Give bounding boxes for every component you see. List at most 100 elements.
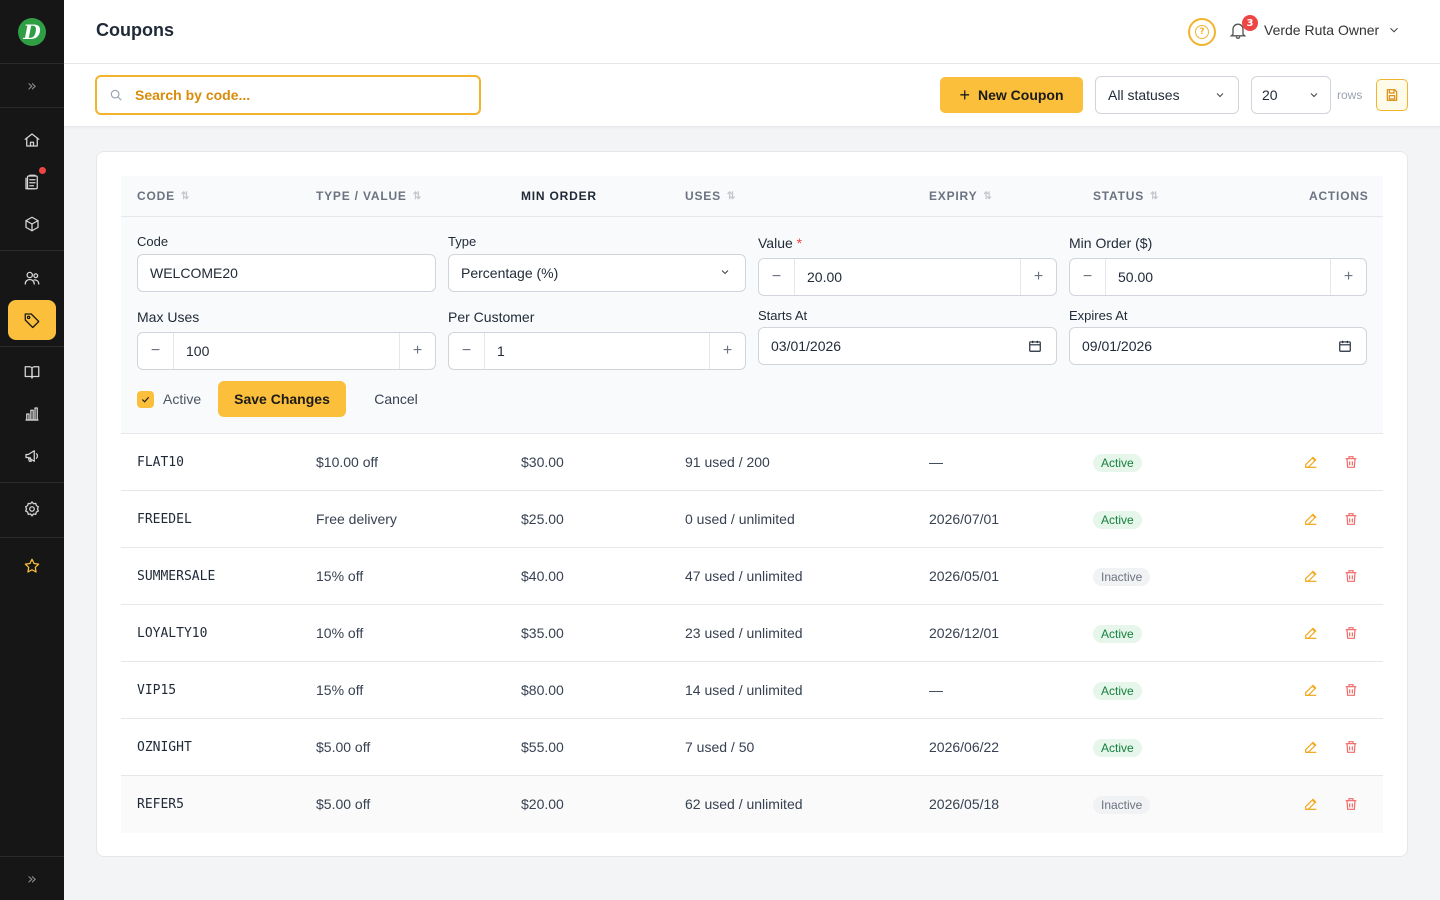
value-decrement-button[interactable]: − (759, 259, 795, 295)
column-header-expiry[interactable]: EXPIRY ⇅ (929, 189, 993, 203)
sidebar-divider (0, 537, 64, 538)
sidebar-item-menu[interactable] (8, 352, 56, 392)
edit-icon (1305, 513, 1317, 525)
new-coupon-button[interactable]: + New Coupon (940, 77, 1083, 113)
value-input[interactable]: 20.00 (807, 269, 843, 285)
sidebar-item-customers[interactable] (8, 258, 56, 298)
logo[interactable]: D (0, 0, 64, 64)
column-header-code[interactable]: CODE ⇅ (137, 189, 191, 203)
checkmark-icon (141, 396, 150, 403)
sidebar-item-reports[interactable] (8, 394, 56, 434)
code-input[interactable]: WELCOME20 (137, 254, 436, 292)
status-badge: Active (1093, 454, 1142, 472)
edit-icon (1305, 684, 1317, 696)
notification-dot (39, 167, 46, 174)
floppy-disk-icon (1386, 89, 1398, 101)
status-filter-select[interactable]: All statuses (1095, 76, 1239, 114)
edit-coupon-button[interactable] (1303, 568, 1319, 584)
sidebar-item-products[interactable] (8, 204, 56, 244)
table-row[interactable]: FREEDEL Free delivery $25.00 0 used / unlim… (121, 491, 1383, 548)
max-uses-stepper[interactable]: − 100 + (137, 332, 436, 370)
max-uses-decrement-button[interactable]: − (138, 333, 174, 369)
chevron-down-icon (719, 265, 745, 281)
code-label: Code (137, 234, 169, 249)
table-row[interactable]: SUMMERSALE 15% off $40.00 47 used / unlimit… (121, 548, 1383, 605)
per-customer-decrement-button[interactable]: − (449, 333, 485, 369)
status-badge: Active (1093, 625, 1142, 643)
status-badge: Active (1093, 739, 1142, 757)
coupon-expiry: 2026/05/01 (929, 568, 1000, 584)
user-menu[interactable]: Verde Ruta Owner (1264, 22, 1401, 38)
help-button[interactable]: ? (1188, 18, 1216, 46)
delete-coupon-button[interactable] (1343, 796, 1359, 812)
expand-sidebar-button[interactable]: » (0, 64, 64, 108)
delete-coupon-button[interactable] (1343, 739, 1359, 755)
edit-coupon-button[interactable] (1303, 796, 1319, 812)
min-order-increment-button[interactable]: + (1330, 259, 1366, 295)
delete-coupon-button[interactable] (1343, 511, 1359, 527)
search-box[interactable] (95, 75, 481, 115)
trash-icon (1345, 798, 1357, 810)
expand-sidebar-bottom-button[interactable]: » (0, 856, 64, 900)
table-row[interactable]: FLAT10 $10.00 off $30.00 91 used / 200 — Acti… (121, 434, 1383, 491)
rows-per-page-select[interactable]: 20 (1251, 76, 1331, 114)
min-order-stepper[interactable]: − 50.00 + (1069, 258, 1367, 296)
sidebar-item-settings[interactable] (8, 489, 56, 529)
sidebar: D » » (0, 0, 64, 900)
search-input[interactable] (135, 87, 455, 103)
active-checkbox[interactable] (137, 391, 154, 408)
sidebar-item-favorites[interactable] (8, 546, 56, 586)
coupon-uses: 91 used / 200 (685, 454, 770, 470)
sidebar-divider (0, 482, 64, 483)
double-chevron-right-icon: » (27, 869, 37, 888)
expires-at-date-input[interactable]: 09/01/2026 (1069, 327, 1367, 365)
starts-at-date-input[interactable]: 03/01/2026 (758, 327, 1057, 365)
per-customer-input[interactable]: 1 (497, 343, 505, 359)
edit-coupon-button[interactable] (1303, 454, 1319, 470)
calendar-icon[interactable] (1338, 339, 1352, 353)
min-order-input[interactable]: 50.00 (1118, 269, 1154, 285)
table-row[interactable]: VIP15 15% off $80.00 14 used / unlimited — Ac… (121, 662, 1383, 719)
min-order-label: Min Order ($) (1069, 235, 1153, 251)
cancel-button[interactable]: Cancel (359, 381, 433, 417)
per-customer-increment-button[interactable]: + (709, 333, 745, 369)
calendar-icon[interactable] (1028, 339, 1042, 353)
max-uses-increment-button[interactable]: + (399, 333, 435, 369)
delete-coupon-button[interactable] (1343, 454, 1359, 470)
edit-coupon-button[interactable] (1303, 682, 1319, 698)
coupon-code: FREEDEL (137, 512, 192, 527)
type-select-value: Percentage (%) (461, 265, 559, 281)
sidebar-item-coupons[interactable] (8, 300, 56, 340)
min-order-decrement-button[interactable]: − (1070, 259, 1106, 295)
sidebar-item-orders[interactable] (8, 162, 56, 202)
save-view-button[interactable] (1376, 79, 1408, 111)
column-header-type-value[interactable]: TYPE / VALUE ⇅ (316, 189, 422, 203)
column-header-status[interactable]: STATUS ⇅ (1093, 189, 1160, 203)
column-header-uses[interactable]: USES ⇅ (685, 189, 737, 203)
status-badge: Inactive (1093, 796, 1151, 814)
coupon-type-value: 15% off (316, 568, 364, 584)
coupon-uses: 7 used / 50 (685, 739, 755, 755)
table-row[interactable]: LOYALTY10 10% off $35.00 23 used / unlimite… (121, 605, 1383, 662)
per-customer-stepper[interactable]: − 1 + (448, 332, 746, 370)
status-filter-value: All statuses (1108, 87, 1180, 103)
max-uses-input[interactable]: 100 (186, 343, 210, 359)
value-increment-button[interactable]: + (1020, 259, 1056, 295)
sidebar-item-marketing[interactable] (8, 436, 56, 476)
notifications-button[interactable]: 3 (1228, 15, 1258, 44)
delete-coupon-button[interactable] (1343, 568, 1359, 584)
active-checkbox-label[interactable]: Active (163, 391, 202, 407)
table-row[interactable]: REFER5 $5.00 off $20.00 62 used / unlimited… (121, 776, 1383, 833)
trash-icon (1345, 570, 1357, 582)
delete-coupon-button[interactable] (1343, 682, 1359, 698)
coupon-code: VIP15 (137, 683, 177, 698)
edit-coupon-button[interactable] (1303, 511, 1319, 527)
delete-coupon-button[interactable] (1343, 625, 1359, 641)
edit-coupon-button[interactable] (1303, 625, 1319, 641)
save-changes-button[interactable]: Save Changes (218, 381, 346, 417)
type-select[interactable]: Percentage (%) (448, 254, 746, 292)
table-row[interactable]: OZNIGHT $5.00 off $55.00 7 used / 50 2026/06… (121, 719, 1383, 776)
value-stepper[interactable]: − 20.00 + (758, 258, 1057, 296)
edit-coupon-button[interactable] (1303, 739, 1319, 755)
sidebar-item-home[interactable] (8, 120, 56, 160)
